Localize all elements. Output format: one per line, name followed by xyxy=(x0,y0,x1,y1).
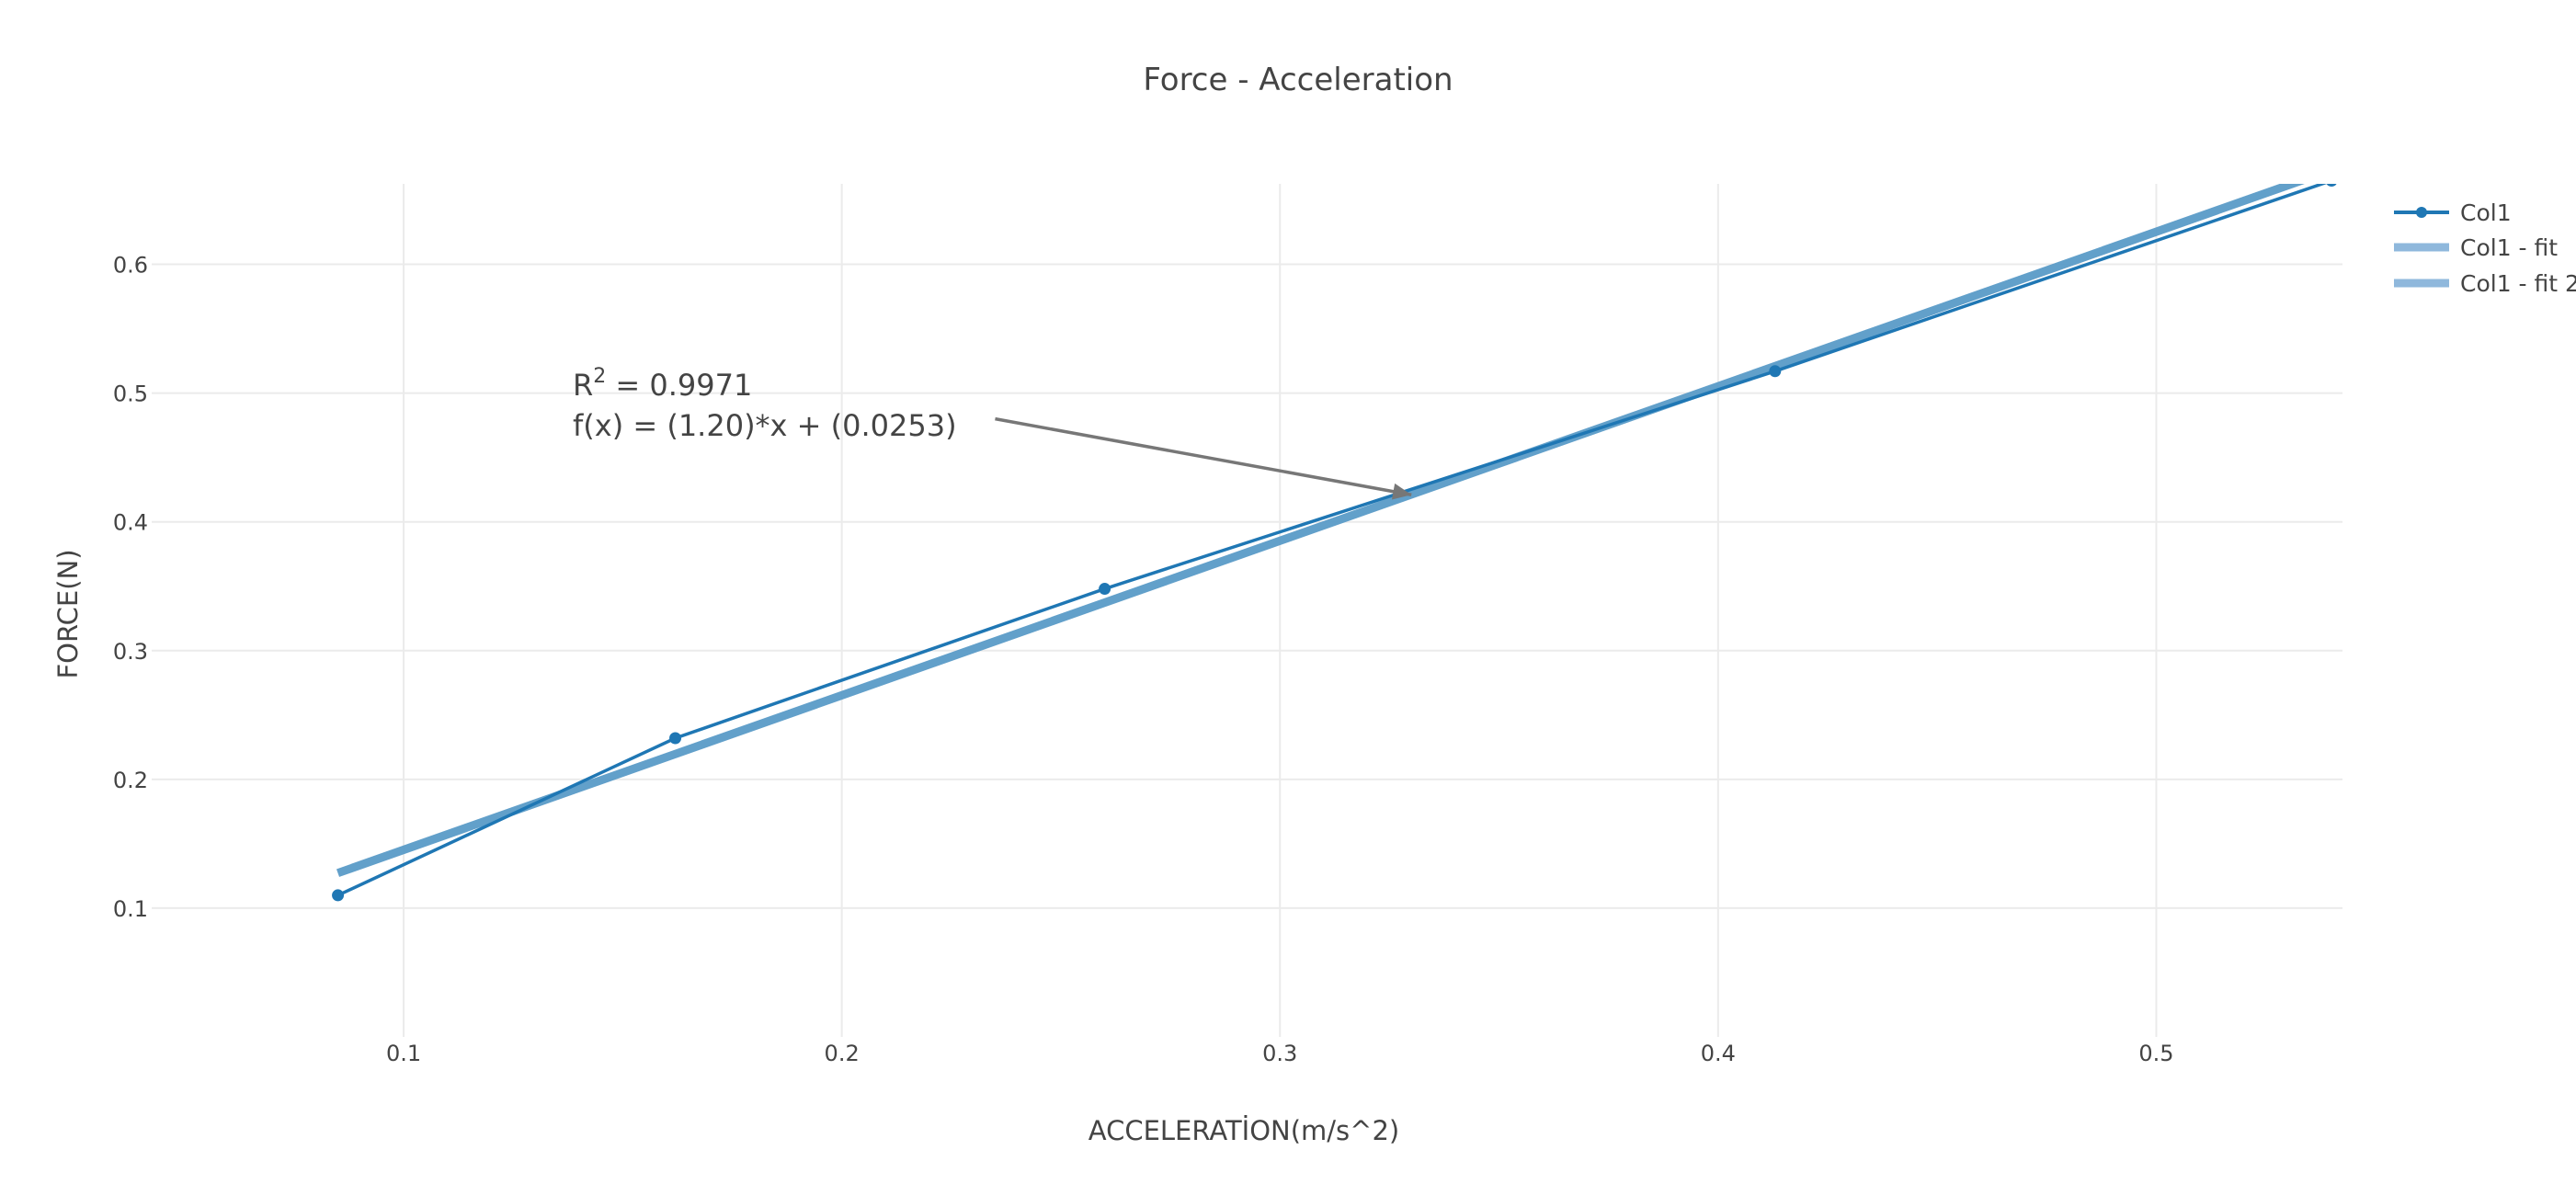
legend-col1-fit-label: Col1 - fit xyxy=(2460,234,2558,261)
series-col1-point[interactable] xyxy=(332,889,345,902)
annotation-equation: f(x) = (1.20)*x + (0.0253) xyxy=(573,408,957,443)
annotation-r2-text: R2 = 0.9971 xyxy=(573,365,752,403)
x-axis-label: ACCELERATİON(m/s^2) xyxy=(1089,1115,1399,1146)
x-tick-label: 0.3 xyxy=(1262,1041,1297,1066)
legend-item-col1-fit-2[interactable]: Col1 - fit 2 xyxy=(2394,270,2576,297)
legend-col1-marker xyxy=(2416,207,2427,218)
series-col1-fit-line[interactable] xyxy=(336,170,2332,877)
annotation: R2 = 0.9971 f(x) = (1.20)*x + (0.0253) xyxy=(573,365,1412,500)
series-col1-point[interactable] xyxy=(669,732,682,745)
grid xyxy=(152,184,2342,1037)
x-tick-label: 0.2 xyxy=(825,1041,860,1066)
x-tick-label: 0.5 xyxy=(2138,1041,2173,1066)
series-col1-line[interactable] xyxy=(336,180,2332,897)
plot-area xyxy=(332,170,2338,902)
annotation-r2-superscript: 2 xyxy=(593,365,606,388)
x-axis-ticks: 0.1 0.2 0.3 0.4 0.5 xyxy=(386,1041,2174,1066)
annotation-arrow-line xyxy=(995,416,1412,497)
y-axis-label: FORCE(N) xyxy=(52,549,84,678)
y-tick-label: 0.6 xyxy=(113,253,148,279)
x-tick-label: 0.1 xyxy=(386,1041,421,1066)
chart-title: Force - Acceleration xyxy=(1143,62,1453,98)
legend-item-col1-fit[interactable]: Col1 - fit xyxy=(2394,234,2558,261)
series-col1-point[interactable] xyxy=(1099,583,1111,596)
annotation-arrow-head xyxy=(1391,483,1412,500)
y-tick-label: 0.3 xyxy=(113,639,148,665)
y-tick-label: 0.1 xyxy=(113,896,148,922)
series-col1-point[interactable] xyxy=(1769,365,1782,378)
legend: Col1 Col1 - fit Col1 - fit 2 xyxy=(2394,199,2576,297)
y-tick-label: 0.4 xyxy=(113,510,148,536)
legend-item-col1[interactable]: Col1 xyxy=(2394,199,2512,226)
y-tick-label: 0.2 xyxy=(113,768,148,793)
y-tick-label: 0.5 xyxy=(113,381,148,407)
annotation-r2-value: = 0.9971 xyxy=(606,368,752,403)
x-tick-label: 0.4 xyxy=(1701,1041,1736,1066)
annotation-r2-prefix: R xyxy=(573,368,593,403)
legend-col1-fit-2-label: Col1 - fit 2 xyxy=(2460,270,2576,297)
legend-col1-label: Col1 xyxy=(2460,199,2512,226)
series-col1-point[interactable] xyxy=(2326,175,2338,187)
y-axis-ticks: 0.1 0.2 0.3 0.4 0.5 0.6 xyxy=(113,253,148,922)
